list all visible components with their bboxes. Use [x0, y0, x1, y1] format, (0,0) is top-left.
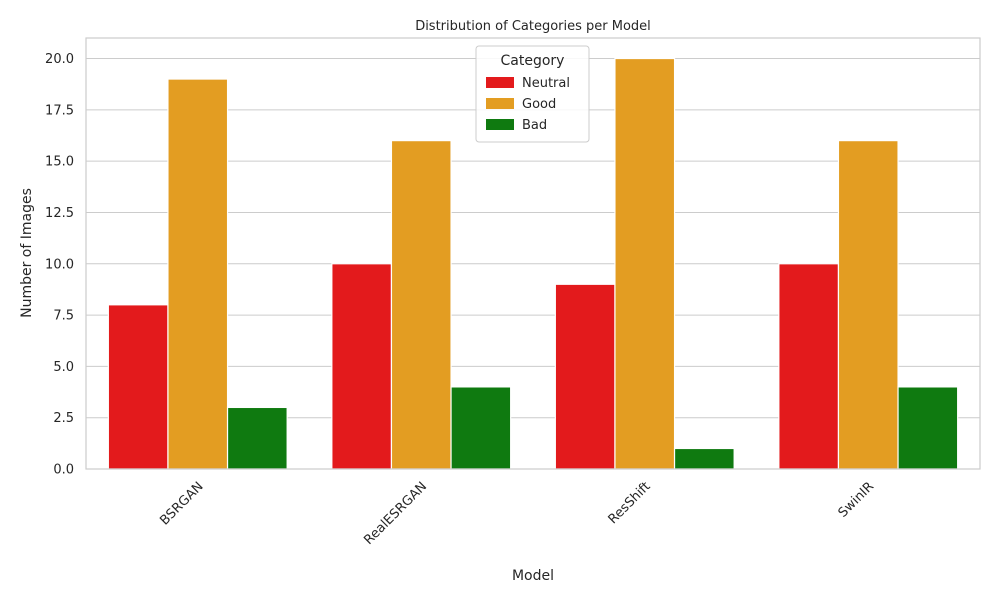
bar-neutral-realesrgan: [331, 263, 393, 470]
y-tick-label: 15.0: [45, 155, 74, 170]
bar-good-realesrgan: [390, 140, 452, 470]
bars: [107, 57, 959, 470]
y-axis-ticks: 0.0 2.5 5.0 7.5 10.0 12.5 15.0 17.5 20.0: [45, 52, 74, 477]
y-tick-label: 17.5: [45, 103, 74, 118]
y-axis-label: Number of Images: [19, 188, 35, 318]
y-tick-label: 10.0: [45, 257, 74, 272]
legend-label-bad: Bad: [522, 118, 547, 133]
bar-bad-resshift: [673, 447, 735, 470]
plot-frame: [85, 37, 981, 470]
bar-good-bsrgan: [167, 78, 229, 470]
bar-neutral-swinir: [778, 263, 840, 470]
x-tick-label: SwinIR: [836, 479, 877, 520]
legend-swatch-bad: [486, 119, 514, 130]
legend-swatch-good: [486, 98, 514, 109]
bar-bad-realesrgan: [450, 386, 512, 470]
bar-bad-swinir: [897, 386, 959, 470]
y-tick-label: 12.5: [45, 206, 74, 221]
y-tick-label: 5.0: [53, 360, 74, 375]
bar-neutral-resshift: [554, 283, 616, 470]
y-tick-label: 2.5: [53, 411, 74, 426]
x-tick-label: BSRGAN: [157, 479, 206, 528]
chart-title: Distribution of Categories per Model: [415, 19, 651, 34]
legend: Category Neutral Good Bad: [475, 45, 590, 143]
legend-swatch-neutral: [486, 77, 514, 88]
y-tick-label: 20.0: [45, 52, 74, 67]
bar-bad-bsrgan: [226, 406, 288, 470]
bar-good-resshift: [614, 57, 676, 470]
legend-label-neutral: Neutral: [522, 76, 570, 91]
x-axis-ticks: BSRGAN RealESRGAN ResShift SwinIR: [157, 479, 877, 548]
y-tick-label: 7.5: [53, 309, 74, 324]
x-tick-label: RealESRGAN: [361, 479, 430, 548]
bar-neutral-bsrgan: [107, 304, 169, 470]
x-axis-label: Model: [512, 568, 554, 584]
legend-title: Category: [501, 53, 565, 69]
legend-box: [475, 45, 590, 143]
legend-label-good: Good: [522, 97, 556, 112]
bar-good-swinir: [837, 140, 899, 470]
x-tick-label: ResShift: [606, 479, 654, 527]
y-tick-label: 0.0: [53, 463, 74, 478]
